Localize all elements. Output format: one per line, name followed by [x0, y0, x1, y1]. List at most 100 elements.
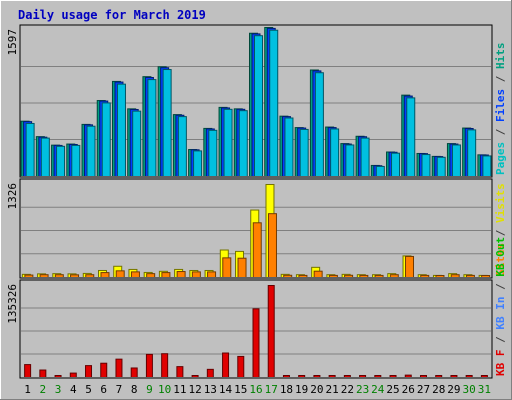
hits-panel-max-label: 1597: [6, 29, 19, 56]
hits-panel-pages-bar-day-28: [436, 156, 446, 176]
x-tick-label-day-1: 1: [24, 383, 31, 396]
bar-face: [405, 375, 411, 377]
kbytes-panel-kb-f-bar-day-20: [313, 375, 321, 377]
bar-face: [177, 367, 183, 377]
bar-face: [407, 98, 415, 176]
bar-face: [57, 146, 65, 176]
kbytes-panel-kb-f-bar-day-28: [435, 375, 443, 377]
bar-face: [344, 376, 350, 377]
hits-panel-pages-bar-day-25: [391, 152, 401, 176]
hits-panel-legend-part-2: Files: [494, 89, 507, 122]
visits-panel-sites-bar-day-8: [130, 271, 140, 277]
bar-face: [299, 275, 307, 277]
visits-panel-sites-bar-day-2: [39, 274, 49, 277]
bar-face: [87, 126, 95, 176]
hits-panel-pages-bar-day-31: [482, 155, 492, 176]
bar-face: [40, 275, 48, 277]
bar-face: [483, 156, 491, 176]
bar-face: [71, 275, 79, 277]
bar-face: [345, 275, 353, 277]
visits-panel-sites-bar-day-18: [283, 274, 293, 277]
bar-face: [177, 272, 185, 277]
kbytes-panel-kb-f-bar-day-16: [252, 308, 260, 377]
kbytes-panel-kb-f-bar-day-6: [100, 362, 108, 377]
x-tick-label-day-12: 12: [188, 383, 201, 396]
bar-face: [55, 275, 63, 277]
hits-panel-pages-bar-day-3: [56, 145, 66, 176]
bar-face: [133, 111, 141, 176]
bar-face: [482, 276, 490, 277]
bar-face: [70, 373, 76, 377]
bar-face: [238, 258, 246, 277]
kbytes-panel-kb-f-bar-day-18: [282, 375, 290, 377]
hits-panel-pages-bar-day-2: [40, 137, 50, 176]
kbytes-panel-kb-f-bar-day-27: [419, 375, 427, 377]
visits-panel-sites-bar-day-27: [420, 274, 430, 277]
bar-face: [162, 354, 168, 377]
bar-face: [163, 70, 171, 176]
visits-panel-max-label: 1326: [6, 183, 19, 210]
bar-face: [436, 276, 444, 277]
bar-face: [40, 370, 46, 377]
hits-panel-pages-bar-day-19: [299, 128, 309, 176]
bar-face: [117, 84, 125, 176]
bar-face: [162, 273, 170, 277]
bar-face: [451, 376, 457, 377]
bar-face: [314, 376, 320, 377]
bar-face: [421, 275, 429, 277]
bar-face: [116, 271, 124, 277]
bar-face: [390, 275, 398, 277]
bar-face: [376, 166, 384, 176]
hits-panel-legend-part-4: Hits: [494, 43, 507, 70]
bar-face: [253, 223, 261, 277]
bar-face: [72, 145, 80, 176]
visits-panel-legend: Sites / Visits: [494, 183, 507, 276]
hits-panel-pages-bar-day-30: [467, 129, 477, 176]
visits-panel-sites-bar-day-17: [267, 213, 277, 277]
visits-panel-sites-bar-day-28: [435, 275, 445, 277]
bar-face: [392, 153, 400, 176]
bar-face: [361, 138, 369, 176]
kbytes-panel-kb-f-bar-day-21: [328, 375, 336, 377]
x-tick-label-day-30: 30: [463, 383, 476, 396]
bar-face: [223, 258, 231, 277]
x-tick-label-day-13: 13: [204, 383, 217, 396]
bar-face: [360, 275, 368, 277]
bar-face: [451, 275, 459, 277]
kbytes-panel-kb-f-bar-day-8: [130, 367, 138, 377]
hits-panel-pages-bar-day-16: [254, 35, 263, 176]
kbytes-panel-kb-f-bar-day-23: [359, 375, 367, 377]
bar-face: [329, 275, 337, 277]
chart-title: Daily usage for March 2019: [18, 8, 206, 22]
x-tick-label-day-23: 23: [356, 383, 369, 396]
visits-panel-sites-bar-day-7: [115, 270, 125, 277]
x-axis-labels: 1 2 3 4 5 6 7 8 9 10 11 12 13 14 15 16 17 18 19 20 21 22 23 24 2…: [24, 383, 491, 396]
bar-face: [299, 376, 305, 377]
hits-panel-pages-bar-day-11: [177, 116, 187, 176]
kbytes-panel-kb-f-bar-day-26: [404, 374, 412, 377]
x-tick-label-day-7: 7: [116, 383, 123, 396]
kbytes-panel-legend-part-4: KB Out: [494, 237, 507, 277]
bar-face: [223, 353, 229, 377]
bar-face: [346, 145, 354, 176]
kbytes-panel-kb-f-bar-day-14: [222, 352, 230, 377]
bar-face: [375, 275, 383, 277]
hits-panel-pages-bar-day-27: [421, 154, 431, 176]
bar-face: [422, 155, 430, 176]
hits-panel-pages-bar-day-24: [375, 165, 385, 176]
visits-panel-sites-bar-day-3: [54, 274, 64, 277]
x-tick-label-day-25: 25: [386, 383, 399, 396]
bar-face: [390, 376, 396, 377]
bar-face: [270, 30, 278, 176]
kbytes-panel-kb-f-bar-day-31: [480, 375, 488, 377]
kbytes-panel-kb-f-bar-day-12: [191, 375, 199, 377]
kbytes-panel-kb-f-bar-day-17: [267, 285, 275, 377]
hits-panel-pages-bar-day-7: [116, 83, 126, 176]
kbytes-panel-kb-f-bar-day-29: [450, 375, 458, 377]
visits-panel-sites-bar-day-16: [252, 222, 262, 277]
visits-panel-sites-bar-day-20: [313, 270, 323, 277]
bar-face: [147, 274, 155, 277]
x-tick-label-day-31: 31: [478, 383, 491, 396]
bar-face: [406, 256, 414, 277]
